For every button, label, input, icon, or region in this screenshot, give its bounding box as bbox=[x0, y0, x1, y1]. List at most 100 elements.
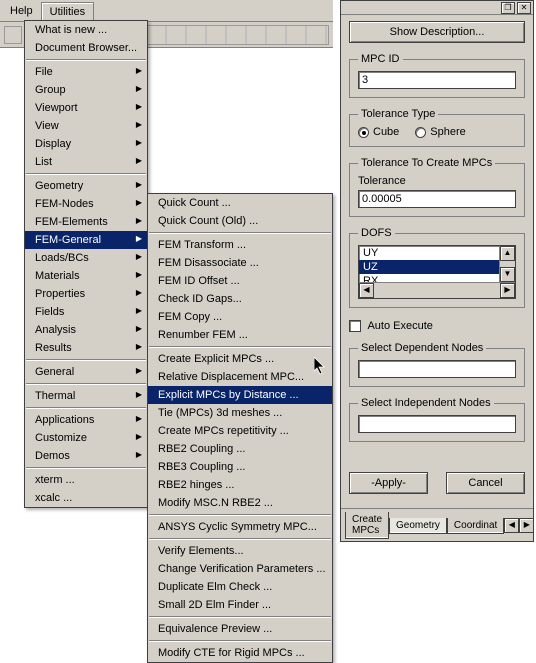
select-independent-input[interactable] bbox=[358, 415, 516, 433]
tolerance-legend: Tolerance To Create MPCs bbox=[358, 157, 495, 169]
menu-item[interactable]: View bbox=[25, 117, 147, 135]
menu-item[interactable]: Customize bbox=[25, 429, 147, 447]
menu-item[interactable]: FEM Disassociate ... bbox=[148, 254, 332, 272]
menu-item[interactable]: Equivalence Preview ... bbox=[148, 620, 332, 638]
menu-item[interactable]: Relative Displacement MPC... bbox=[148, 368, 332, 386]
menu-item[interactable]: Change Verification Parameters ... bbox=[148, 560, 332, 578]
menu-item[interactable]: RBE3 Coupling ... bbox=[148, 458, 332, 476]
menu-item[interactable]: General bbox=[25, 363, 147, 381]
radio-sphere[interactable]: Sphere bbox=[415, 126, 465, 138]
dofs-option[interactable]: UZ bbox=[359, 260, 515, 274]
menu-item[interactable]: FEM-Nodes bbox=[25, 195, 147, 213]
tab-scroll-right-icon[interactable]: ▶ bbox=[519, 518, 534, 533]
menu-item[interactable]: FEM Copy ... bbox=[148, 308, 332, 326]
menu-item[interactable]: Loads/BCs bbox=[25, 249, 147, 267]
menu-item[interactable]: Quick Count (Old) ... bbox=[148, 212, 332, 230]
menu-item[interactable]: Display bbox=[25, 135, 147, 153]
menubar: HelpUtilities bbox=[0, 0, 333, 22]
menu-item[interactable]: Materials bbox=[25, 267, 147, 285]
select-dependent-input[interactable] bbox=[358, 360, 516, 378]
show-description-button[interactable]: Show Description... bbox=[349, 21, 525, 43]
menu-item[interactable]: Duplicate Elm Check ... bbox=[148, 578, 332, 596]
menu-item[interactable]: Check ID Gaps... bbox=[148, 290, 332, 308]
menu-item[interactable]: Group bbox=[25, 81, 147, 99]
menu-item[interactable]: Properties bbox=[25, 285, 147, 303]
tolerance-group: Tolerance To Create MPCs Tolerance bbox=[349, 157, 525, 217]
menu-item[interactable]: File bbox=[25, 63, 147, 81]
menu-separator bbox=[149, 616, 331, 618]
menu-item[interactable]: Demos bbox=[25, 447, 147, 465]
scroll-right-icon[interactable]: ▶ bbox=[500, 283, 515, 298]
scroll-up-icon[interactable]: ▲ bbox=[500, 246, 515, 261]
menu-item[interactable]: Geometry bbox=[25, 177, 147, 195]
menu-item[interactable]: Small 2D Elm Finder ... bbox=[148, 596, 332, 614]
scroll-left-icon[interactable]: ◀ bbox=[359, 283, 374, 298]
tab-geometry[interactable]: Geometry bbox=[389, 518, 447, 534]
radio-dot-icon[interactable] bbox=[358, 127, 369, 138]
tab-scroll-left-icon[interactable]: ◀ bbox=[504, 518, 519, 533]
mpc-id-input[interactable] bbox=[358, 71, 516, 89]
menu-item[interactable]: Verify Elements... bbox=[148, 542, 332, 560]
menu-item[interactable]: FEM-General bbox=[25, 231, 147, 249]
menu-item[interactable]: RBE2 hinges ... bbox=[148, 476, 332, 494]
close-button[interactable]: ✕ bbox=[517, 2, 531, 14]
menu-item[interactable]: Tie (MPCs) 3d meshes ... bbox=[148, 404, 332, 422]
menu-item[interactable]: Modify CTE for Rigid MPCs ... bbox=[148, 644, 332, 662]
scrollbar-vertical[interactable]: ▲ ▼ bbox=[499, 246, 515, 282]
utilities-menu[interactable]: What is new ...Document Browser... FileGr… bbox=[24, 20, 148, 508]
menu-separator bbox=[26, 173, 146, 175]
menu-item[interactable]: xcalc ... bbox=[25, 489, 147, 507]
tolerance-input[interactable] bbox=[358, 190, 516, 208]
menu-item[interactable]: Modify MSC.N RBE2 ... bbox=[148, 494, 332, 512]
toolbar-icon[interactable] bbox=[4, 26, 22, 44]
menu-item[interactable]: Applications bbox=[25, 411, 147, 429]
menu-item[interactable]: Renumber FEM ... bbox=[148, 326, 332, 344]
auto-execute-checkbox[interactable] bbox=[349, 320, 361, 332]
menu-item[interactable]: Document Browser... bbox=[25, 39, 147, 57]
scrollbar-horizontal[interactable]: ◀ ▶ bbox=[359, 282, 515, 298]
radio-label: Cube bbox=[373, 126, 399, 138]
scroll-down-icon[interactable]: ▼ bbox=[500, 267, 515, 282]
tab-coordinat[interactable]: Coordinat bbox=[447, 518, 504, 534]
menu-item[interactable]: Results bbox=[25, 339, 147, 357]
dofs-listbox[interactable]: UYUZRX ▲ ▼ ◀ ▶ bbox=[358, 245, 516, 299]
dofs-label: DOFS bbox=[358, 227, 395, 239]
dofs-option[interactable]: UY bbox=[359, 246, 515, 260]
menu-item[interactable]: Fields bbox=[25, 303, 147, 321]
cancel-button[interactable]: Cancel bbox=[446, 472, 525, 494]
undock-button[interactable]: ❐ bbox=[501, 2, 515, 14]
radio-dot-icon[interactable] bbox=[415, 127, 426, 138]
radio-cube[interactable]: Cube bbox=[358, 126, 399, 138]
menu-item[interactable]: What is new ... bbox=[25, 21, 147, 39]
select-dependent-label: Select Dependent Nodes bbox=[358, 342, 486, 354]
menu-separator bbox=[149, 514, 331, 516]
menu-item[interactable]: RBE2 Coupling ... bbox=[148, 440, 332, 458]
menu-item[interactable]: Explicit MPCs by Distance ... bbox=[148, 386, 332, 404]
menu-item[interactable]: FEM Transform ... bbox=[148, 236, 332, 254]
menu-item[interactable]: Quick Count ... bbox=[148, 194, 332, 212]
menu-item[interactable]: Viewport bbox=[25, 99, 147, 117]
auto-execute-label: Auto Execute bbox=[367, 320, 432, 332]
menu-separator bbox=[149, 538, 331, 540]
fem-general-submenu[interactable]: Quick Count ...Quick Count (Old) ... FEM … bbox=[147, 193, 333, 663]
apply-button[interactable]: -Apply- bbox=[349, 472, 428, 494]
menu-separator bbox=[26, 59, 146, 61]
menu-item[interactable]: Analysis bbox=[25, 321, 147, 339]
menu-item[interactable]: Create Explicit MPCs ... bbox=[148, 350, 332, 368]
tolerance-label: Tolerance bbox=[358, 175, 516, 187]
menubar-item-utilities[interactable]: Utilities bbox=[41, 2, 94, 21]
menu-item[interactable]: FEM-Elements bbox=[25, 213, 147, 231]
menubar-item-help[interactable]: Help bbox=[2, 2, 41, 21]
menu-item[interactable]: Thermal bbox=[25, 387, 147, 405]
menu-item[interactable]: Create MPCs repetitivity ... bbox=[148, 422, 332, 440]
menu-item[interactable]: ANSYS Cyclic Symmetry MPC... bbox=[148, 518, 332, 536]
mpc-id-group: MPC ID bbox=[349, 53, 525, 98]
menu-item[interactable]: FEM ID Offset ... bbox=[148, 272, 332, 290]
menu-item[interactable]: List bbox=[25, 153, 147, 171]
menu-separator bbox=[26, 407, 146, 409]
menu-item[interactable]: xterm ... bbox=[25, 471, 147, 489]
menu-separator bbox=[149, 232, 331, 234]
dialog-titlebar: ❐ ✕ bbox=[341, 1, 533, 15]
tab-create-mpcs[interactable]: Create MPCs bbox=[345, 512, 389, 539]
tolerance-type-label: Tolerance Type bbox=[358, 108, 438, 120]
